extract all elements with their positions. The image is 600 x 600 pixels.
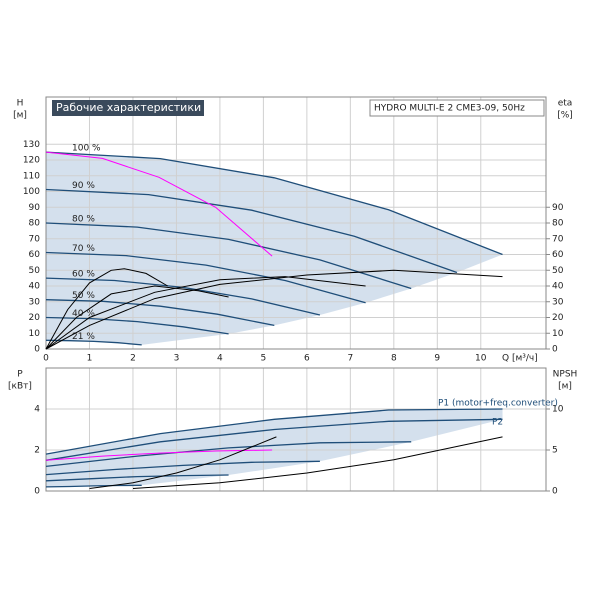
y2-tick-label: 10: [552, 405, 564, 415]
curve: [45, 151, 503, 256]
curve: [45, 408, 503, 455]
y2-tick-label: 5: [552, 446, 558, 456]
x-tick-label: 0: [43, 354, 49, 364]
curve-label: 60 %: [72, 270, 95, 280]
y-tick-label: 60: [29, 250, 41, 260]
operating-area: [46, 152, 503, 345]
y-tick-label: 120: [23, 156, 40, 166]
y2-tick-label: 0: [552, 345, 558, 355]
curve: [45, 269, 503, 350]
curve-label: 40 %: [72, 309, 95, 319]
plot-frame: [45, 367, 547, 492]
y-tick-label: 70: [29, 234, 41, 244]
y-tick-label: 40: [29, 282, 41, 292]
x-tick-label: 9: [434, 354, 440, 364]
y2-tick-label: 60: [552, 250, 564, 260]
curve-label: 100 %: [72, 144, 101, 154]
y2-tick-label: 30: [552, 297, 564, 307]
curve: [45, 474, 229, 482]
y-tick-label: 0: [34, 345, 40, 355]
y-label: H: [17, 99, 24, 109]
x-tick-label: 1: [87, 354, 93, 364]
x-tick-label: 6: [304, 354, 310, 364]
title-bar: [52, 100, 204, 116]
y-tick-label: 80: [29, 219, 41, 229]
annotation: P2: [492, 418, 503, 428]
x-tick-label: 3: [174, 354, 180, 364]
y-tick-label: 110: [23, 171, 40, 181]
y-tick-label: 0: [34, 487, 40, 497]
curve: [45, 418, 503, 461]
y2-label: eta: [558, 99, 573, 109]
y-tick-label: 2: [34, 446, 40, 456]
y-label: P: [17, 370, 23, 380]
x-tick-label: 7: [347, 354, 353, 364]
y-tick-label: 90: [29, 203, 41, 213]
curve: [45, 484, 142, 488]
curve: [89, 436, 277, 489]
x-tick-label: 2: [130, 354, 136, 364]
y2-tick-label: 20: [552, 313, 564, 323]
y2-tick-label: 70: [552, 234, 564, 244]
y-tick-label: 100: [23, 187, 40, 197]
operating-area: [46, 409, 503, 487]
y2-label: NPSH: [553, 370, 578, 380]
curve: [45, 188, 458, 274]
y2-tick-label: 40: [552, 282, 564, 292]
x-tick-label: 10: [475, 354, 487, 364]
y2-tick-label: 50: [552, 266, 564, 276]
x-tick-label: 5: [261, 354, 267, 364]
curve-label: 50 %: [72, 291, 95, 301]
curve-label: 80 %: [72, 215, 95, 225]
curve: [45, 285, 229, 350]
curve: [45, 316, 229, 335]
y-tick-label: 10: [29, 329, 41, 339]
curve-label: 70 %: [72, 244, 95, 254]
x-label: Q [м³/ч]: [502, 354, 538, 364]
chart-title: Рабочие характеристики: [56, 101, 201, 114]
x-tick-label: 8: [391, 354, 397, 364]
curve: [45, 222, 412, 290]
chart-subtitle: HYDRO MULTI-E 2 CME3-09, 50Hz: [374, 104, 525, 114]
x-tick-label: 4: [217, 354, 223, 364]
curve: [45, 449, 273, 461]
curve-label: 90 %: [72, 181, 95, 191]
curve: [45, 151, 273, 257]
y2-unit: [%]: [557, 111, 573, 121]
curve: [45, 277, 321, 316]
y2-unit: [м]: [558, 382, 572, 392]
curve-label: 21 %: [72, 332, 95, 342]
y-tick-label: 30: [29, 297, 41, 307]
curve: [45, 299, 275, 327]
y2-tick-label: 10: [552, 329, 564, 339]
y-tick-label: 20: [29, 313, 41, 323]
y2-tick-label: 90: [552, 203, 564, 213]
y-tick-label: 130: [23, 140, 40, 150]
curve: [45, 441, 412, 468]
annotation: P1 (motor+freq.converter): [438, 399, 558, 409]
y-tick-label: 50: [29, 266, 41, 276]
curve: [45, 276, 366, 350]
curve: [45, 268, 168, 350]
curve: [132, 436, 503, 489]
y2-tick-label: 80: [552, 219, 564, 229]
curve: [45, 251, 366, 304]
y-tick-label: 4: [34, 405, 40, 415]
curve: [45, 460, 320, 476]
y-unit: [м]: [13, 111, 27, 121]
y2-tick-label: 0: [552, 487, 558, 497]
subtitle-box: [369, 99, 545, 117]
y-unit: [кВт]: [8, 382, 32, 392]
